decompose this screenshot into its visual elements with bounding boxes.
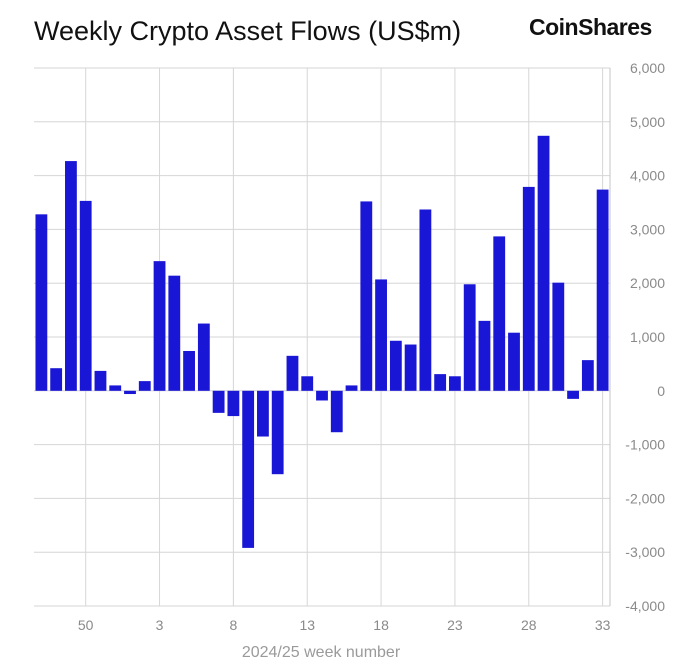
y-tick-label: -2,000 <box>625 490 665 506</box>
bar-week-49 <box>65 161 77 391</box>
bar-week-29 <box>537 135 550 391</box>
bar-week-13 <box>301 376 314 391</box>
bar-week-11 <box>271 390 284 475</box>
bar-week-31 <box>567 390 579 399</box>
bar-week-48 <box>50 368 63 391</box>
bar-week-27 <box>508 332 520 391</box>
bar-week-52 <box>109 385 122 391</box>
bar-week-16 <box>345 385 358 391</box>
y-tick-label: 0 <box>657 383 665 399</box>
x-tick-label: 33 <box>595 617 611 633</box>
bar-week-51 <box>94 370 107 391</box>
x-tick-label: 28 <box>521 617 537 633</box>
bar-week-26 <box>493 236 506 391</box>
y-tick-label: 3,000 <box>630 221 665 237</box>
bar-week-7 <box>212 390 225 413</box>
x-tick-label: 23 <box>447 617 463 633</box>
bar-week-22 <box>434 374 447 391</box>
bar-week-19 <box>389 340 402 391</box>
y-tick-label: 5,000 <box>630 114 665 130</box>
y-tick-label: 2,000 <box>630 275 665 291</box>
y-axis-ticks: 6,000 5,000 4,000 3,000 2,000 1,000 0 -1,000 -2,… <box>625 60 665 614</box>
bar-week-10 <box>257 390 269 437</box>
bar-week-2 <box>138 381 151 391</box>
bar-week-1 <box>124 390 136 395</box>
y-tick-label: 4,000 <box>630 168 665 184</box>
y-tick-label: 1,000 <box>630 329 665 345</box>
bar-week-18 <box>375 279 387 391</box>
bar-week-12 <box>286 355 299 391</box>
bar-week-23 <box>449 376 461 391</box>
x-tick-label: 50 <box>78 617 94 633</box>
y-tick-label: 6,000 <box>630 60 665 76</box>
x-axis-label: 2024/25 week number <box>242 644 401 661</box>
bar-week-15 <box>330 390 343 433</box>
chart-title: Weekly Crypto Asset Flows (US$m) <box>34 16 462 46</box>
bar-week-32 <box>581 360 594 391</box>
x-tick-label: 13 <box>299 617 315 633</box>
bar-week-4 <box>168 275 181 391</box>
bar-week-50 <box>79 200 92 391</box>
x-tick-label: 8 <box>229 617 237 633</box>
bar-week-20 <box>404 344 417 391</box>
x-axis-ticks: 50 3 8 13 18 23 28 33 <box>78 617 611 633</box>
bar-week-28 <box>522 186 535 391</box>
bar-week-30 <box>552 282 565 391</box>
bar-week-25 <box>478 320 491 391</box>
y-tick-label: -1,000 <box>625 437 665 453</box>
bar-week-14 <box>316 390 328 401</box>
y-tick-label: -3,000 <box>625 544 665 560</box>
bar-week-24 <box>463 284 476 391</box>
y-tick-label: -4,000 <box>625 598 665 614</box>
coinshares-logo: CoinShares <box>529 14 652 40</box>
bar-week-9 <box>242 390 255 548</box>
bar-week-3 <box>153 261 166 391</box>
bar-week-47 <box>35 214 48 391</box>
bar-week-5 <box>183 350 195 391</box>
bar-week-8 <box>227 390 240 417</box>
bar-week-33 <box>596 189 609 391</box>
bar-week-21 <box>419 209 432 391</box>
bars <box>35 135 609 548</box>
x-tick-label: 18 <box>373 617 389 633</box>
x-tick-label: 3 <box>156 617 164 633</box>
bar-week-17 <box>360 201 373 391</box>
bar-week-6 <box>197 323 210 391</box>
